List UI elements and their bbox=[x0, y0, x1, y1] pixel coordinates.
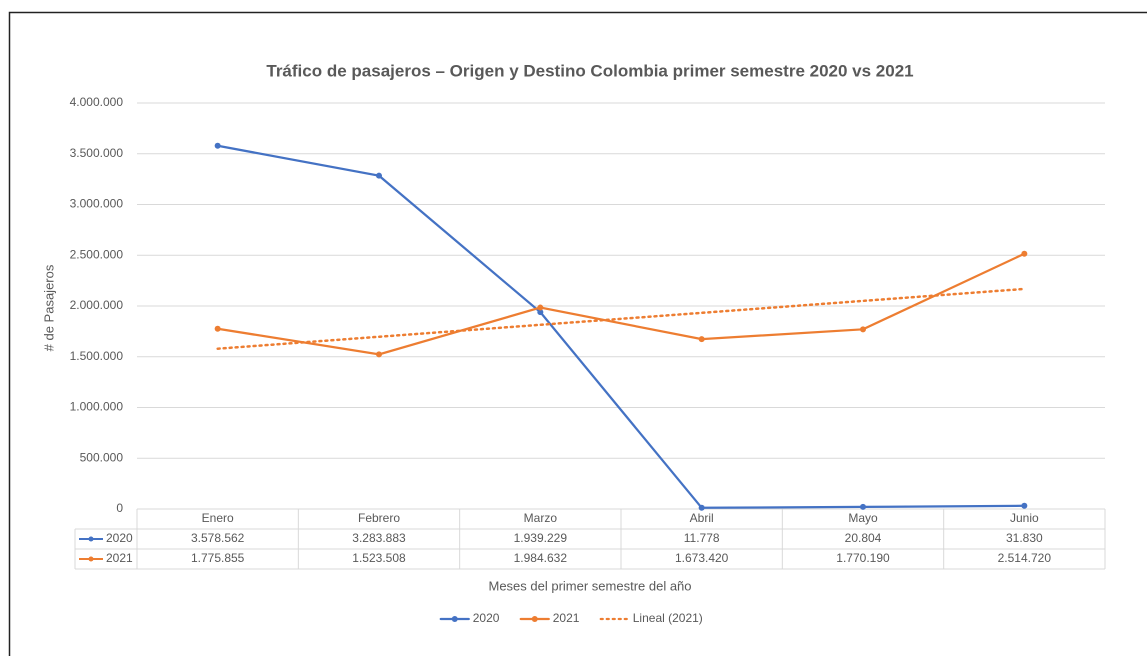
y-tick-label: 1.500.000 bbox=[70, 349, 124, 363]
x-tick-label: Mayo bbox=[848, 511, 878, 525]
table-value: 31.830 bbox=[1006, 531, 1043, 545]
x-tick-label: Abril bbox=[690, 511, 714, 525]
y-axis-title: # de Pasajeros bbox=[41, 264, 56, 351]
y-tick-label: 4.000.000 bbox=[70, 95, 124, 109]
point bbox=[698, 336, 705, 343]
point bbox=[214, 142, 221, 149]
x-tick-label: Junio bbox=[1010, 511, 1039, 525]
point bbox=[376, 172, 382, 179]
table-value: 11.778 bbox=[684, 531, 720, 545]
point bbox=[860, 326, 866, 333]
table-value: 2.514.720 bbox=[998, 551, 1052, 565]
y-tick-label: 2.500.000 bbox=[70, 247, 124, 261]
legend-label: Lineal (2021) bbox=[633, 611, 703, 625]
x-tick-label: Enero bbox=[202, 511, 234, 525]
x-tick-label: Marzo bbox=[524, 511, 558, 525]
point bbox=[537, 309, 544, 316]
chart-title: Tráfico de pasajeros – Origen y Destino … bbox=[266, 61, 913, 80]
y-tick-label: 3.000.000 bbox=[70, 197, 124, 211]
point bbox=[698, 504, 705, 511]
point bbox=[1021, 502, 1028, 509]
point bbox=[537, 304, 544, 311]
table-value: 1.523.508 bbox=[352, 551, 406, 565]
y-tick-label: 1.000.000 bbox=[70, 400, 124, 414]
table-value: 1.775.855 bbox=[191, 551, 245, 565]
point bbox=[214, 325, 221, 332]
table-value: 1.673.420 bbox=[675, 551, 729, 565]
series-line bbox=[216, 252, 1026, 356]
legend-label: 2020 bbox=[473, 611, 500, 625]
table-value: 3.283.883 bbox=[352, 531, 406, 545]
point bbox=[376, 351, 382, 358]
legend-marker bbox=[451, 616, 458, 622]
y-tick-label: 500.000 bbox=[80, 450, 124, 464]
table-legend-marker bbox=[88, 556, 94, 562]
point bbox=[1021, 250, 1028, 257]
x-tick-label: Febrero bbox=[358, 511, 400, 525]
table-value: 20.804 bbox=[845, 531, 882, 545]
table-value: 3.578.562 bbox=[191, 531, 245, 545]
table-value: 1.770.190 bbox=[836, 551, 890, 565]
trend-line bbox=[216, 287, 1026, 350]
y-tick-label: 2.000.000 bbox=[70, 298, 124, 312]
table-series-label: 2020 bbox=[106, 531, 133, 545]
table-value: 1.939.229 bbox=[514, 531, 568, 545]
table-legend-marker bbox=[88, 536, 94, 542]
legend-marker bbox=[531, 616, 538, 622]
y-tick-label: 3.500.000 bbox=[70, 146, 124, 160]
chart-frame bbox=[8, 11, 1147, 656]
series-line bbox=[216, 144, 1026, 509]
x-axis-title: Meses del primer semestre del año bbox=[488, 578, 691, 593]
legend-label: 2021 bbox=[553, 611, 580, 625]
table-value: 1.984.632 bbox=[514, 551, 568, 565]
y-tick-label: 0 bbox=[116, 501, 123, 515]
table-series-label: 2021 bbox=[106, 551, 133, 565]
point bbox=[860, 503, 866, 510]
